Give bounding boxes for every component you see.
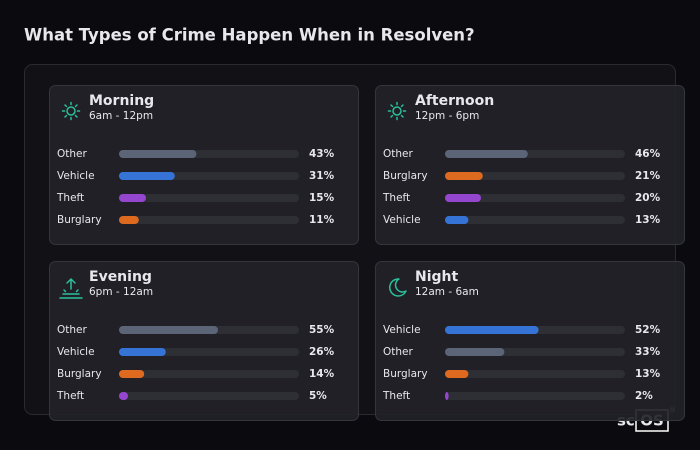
value-label: 21% (635, 170, 661, 182)
value-label: 55% (309, 324, 335, 336)
bar (445, 370, 469, 378)
row-label: Other (57, 324, 87, 336)
bar (445, 194, 481, 202)
row-label: Theft (382, 192, 410, 204)
row-label: Burglary (57, 214, 102, 226)
row-label: Vehicle (57, 170, 95, 182)
bar (119, 194, 146, 202)
panel-icon (387, 101, 407, 121)
bar-track (119, 370, 299, 378)
row-label: Vehicle (57, 346, 95, 358)
value-label: 20% (635, 192, 661, 204)
icon-part (392, 106, 402, 116)
icon-part (390, 114, 394, 118)
icon-part (64, 104, 68, 108)
row-label: Burglary (383, 368, 428, 380)
panel-title: Evening (89, 269, 152, 285)
value-label: 43% (309, 148, 335, 160)
bar (119, 150, 197, 158)
value-label: 46% (635, 148, 661, 160)
value-label: 14% (309, 368, 335, 380)
icon-part (59, 277, 83, 299)
row-label: Theft (56, 390, 84, 402)
panel-card (375, 261, 685, 421)
bar-track (119, 194, 299, 202)
bar-track (445, 172, 625, 180)
bar-track (119, 216, 299, 224)
panel-subtitle: 12pm - 6pm (415, 110, 479, 122)
value-label: 26% (309, 346, 335, 358)
icon-part (389, 278, 407, 297)
value-label: 11% (309, 214, 335, 226)
bar (445, 150, 528, 158)
row-label: Theft (56, 192, 84, 204)
panel-title: Afternoon (415, 93, 494, 109)
bar (445, 326, 539, 334)
row-label: Other (57, 148, 87, 160)
icon-part (74, 104, 78, 108)
icon-part (400, 104, 404, 108)
panel-title: Night (415, 269, 459, 285)
row-label: Burglary (57, 368, 102, 380)
bar (445, 216, 469, 224)
icon-part (74, 114, 78, 118)
icon-part (400, 114, 404, 118)
panel-icon (389, 278, 407, 297)
bar (119, 326, 218, 334)
icon-part (64, 114, 68, 118)
bar (119, 216, 139, 224)
bar (445, 172, 483, 180)
page-title: What Types of Crime Happen When in Resol… (24, 26, 475, 45)
value-label: 52% (635, 324, 661, 336)
value-label: 13% (635, 368, 661, 380)
row-label: Vehicle (383, 324, 421, 336)
panel-icon (61, 101, 81, 121)
bar-track (445, 194, 625, 202)
bar-track (445, 370, 625, 378)
row-label: Other (383, 148, 413, 160)
panel-subtitle: 6pm - 12am (89, 286, 153, 298)
bar-track (445, 216, 625, 224)
value-label: 15% (309, 192, 335, 204)
panel-icon (59, 277, 83, 299)
value-label: 31% (309, 170, 335, 182)
panel-subtitle: 12am - 6am (415, 286, 479, 298)
panel-title: Morning (89, 93, 154, 109)
bar (119, 370, 145, 378)
icon-part (390, 104, 394, 108)
value-label: 33% (635, 346, 661, 358)
bar-track (445, 392, 625, 400)
panel-card (49, 85, 359, 245)
value-label: 5% (309, 390, 327, 402)
bar (119, 348, 166, 356)
row-label: Other (383, 346, 413, 358)
row-label: Burglary (383, 170, 428, 182)
panel-card (49, 261, 359, 421)
panel-card (375, 85, 685, 245)
bar-track (119, 392, 299, 400)
panel-subtitle: 6am - 12pm (89, 110, 153, 122)
bar (445, 348, 505, 356)
row-label: Vehicle (383, 214, 421, 226)
icon-part (66, 106, 76, 116)
value-label: 2% (635, 390, 653, 402)
value-label: 13% (635, 214, 661, 226)
row-label: Theft (382, 390, 410, 402)
bar (445, 392, 449, 400)
bar (119, 392, 128, 400)
bar (119, 172, 175, 180)
